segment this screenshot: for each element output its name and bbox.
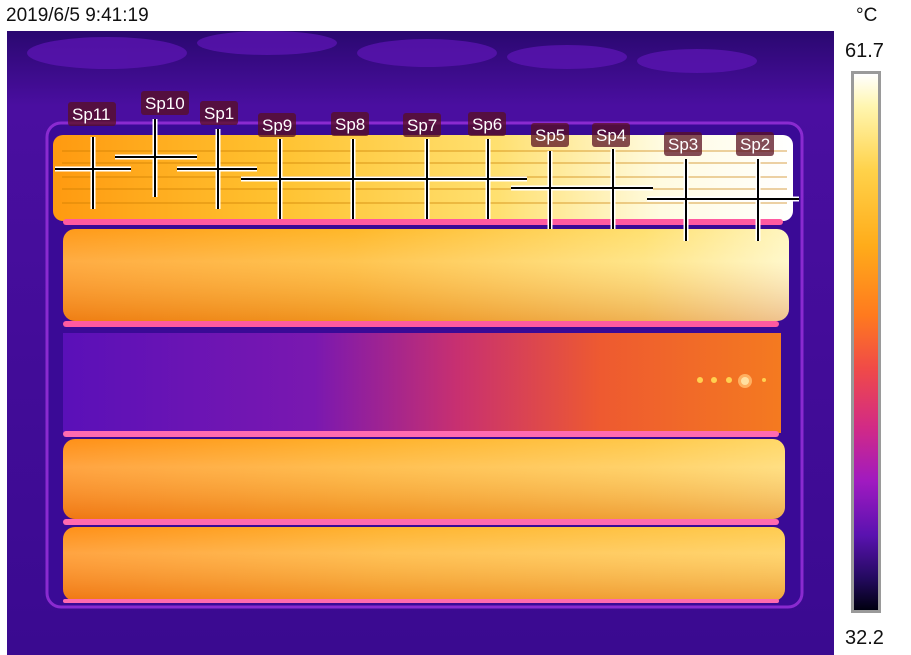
temperature-colorbar <box>851 71 881 613</box>
spot-label: Sp4 <box>596 126 626 145</box>
spot-label-bg <box>592 123 630 147</box>
spot-label-bg <box>331 112 369 136</box>
spot-label-bg <box>736 132 774 156</box>
indicator-dots <box>697 374 766 388</box>
temperature-unit: °C <box>856 5 878 26</box>
spot-label-bg <box>68 102 116 126</box>
strip-divider-3 <box>63 431 779 437</box>
top-bumps <box>27 31 757 73</box>
spot-marker-sp3: Sp3 <box>647 132 727 241</box>
bottom-edge <box>63 599 779 603</box>
strip-divider-1 <box>63 219 783 225</box>
spot-label: Sp8 <box>335 115 365 134</box>
capture-timestamp: 2019/6/5 9:41:19 <box>6 5 149 26</box>
spot-label: Sp2 <box>740 135 770 154</box>
strip-divider-4 <box>63 519 779 525</box>
spot-label: Sp6 <box>472 115 502 134</box>
spot-label-bg <box>258 113 296 137</box>
strip-divider-2 <box>63 321 779 327</box>
spot-marker-sp1: Sp1 <box>177 101 257 209</box>
spot-marker-sp11: Sp11 <box>55 102 131 209</box>
scale-min-value: 32.2 <box>845 627 884 649</box>
spot-label-bg <box>531 123 569 147</box>
spot-marker-sp2: Sp2 <box>719 132 799 241</box>
spot-label-bg <box>200 101 238 125</box>
spot-label: Sp5 <box>535 126 565 145</box>
spot-marker-sp6: Sp6 <box>447 112 527 219</box>
spot-label-bg <box>664 132 702 156</box>
spot-label: Sp1 <box>204 104 234 123</box>
scale-max-value: 61.7 <box>845 40 884 62</box>
spot-label-bg <box>141 91 189 115</box>
spot-label: Sp10 <box>145 94 185 113</box>
spot-marker-sp7: Sp7 <box>391 113 467 219</box>
spot-label: Sp3 <box>668 135 698 154</box>
middle-band <box>63 333 781 433</box>
spot-label: Sp7 <box>407 116 437 135</box>
spot-label: Sp9 <box>262 116 292 135</box>
spot-marker-sp4: Sp4 <box>573 123 653 229</box>
thermal-image: Sp11 Sp10 Sp1 Sp9 Sp8 Sp7 Sp6 Sp5 Sp4 Sp3 Sp2 <box>7 31 834 655</box>
spot-label: Sp11 <box>72 105 110 124</box>
spot-markers: Sp11 Sp10 Sp1 Sp9 Sp8 Sp7 Sp6 Sp5 Sp4 Sp3 Sp2 <box>55 91 799 241</box>
spot-label-bg <box>468 112 506 136</box>
spot-marker-sp10: Sp10 <box>115 91 197 197</box>
spot-marker-sp8: Sp8 <box>311 112 391 219</box>
spot-label-bg <box>403 113 441 137</box>
spot-marker-sp9: Sp9 <box>241 113 319 219</box>
